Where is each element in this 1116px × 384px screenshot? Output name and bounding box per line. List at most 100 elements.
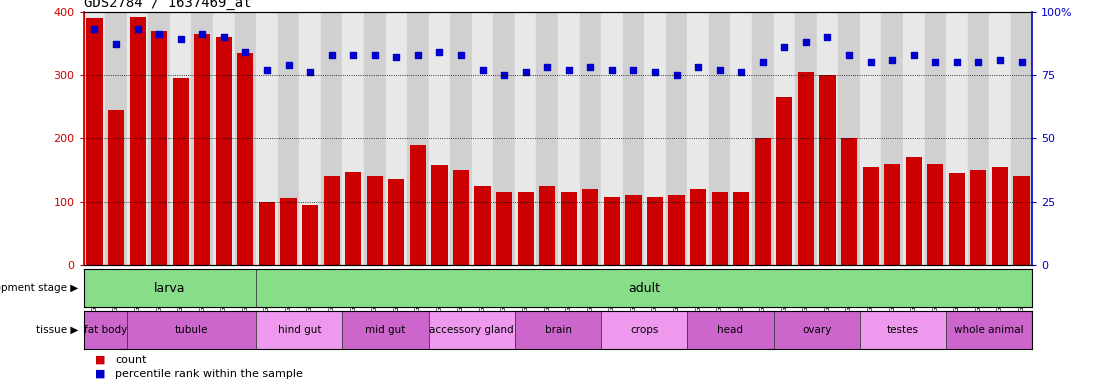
Bar [970, 170, 987, 265]
Bar [989, 12, 1011, 265]
Point [193, 31, 211, 37]
Bar [238, 53, 253, 265]
Text: testes: testes [887, 325, 918, 335]
Point [258, 67, 276, 73]
Point [408, 51, 426, 58]
Bar [194, 34, 210, 265]
Bar [213, 12, 234, 265]
Bar [148, 12, 170, 265]
Bar [838, 12, 859, 265]
Bar [687, 311, 773, 349]
Bar [623, 12, 644, 265]
Bar [280, 199, 297, 265]
Bar [429, 12, 450, 265]
Point [86, 26, 104, 32]
Text: adult: adult [628, 281, 661, 295]
Text: fat body: fat body [84, 325, 127, 335]
Point [732, 69, 750, 75]
Bar [518, 192, 533, 265]
Bar [841, 138, 857, 265]
Bar [257, 12, 278, 265]
Bar [777, 97, 792, 265]
Bar [752, 12, 773, 265]
Bar [215, 37, 232, 265]
Bar [539, 186, 556, 265]
Bar [859, 12, 882, 265]
Bar [906, 157, 922, 265]
Point [473, 67, 491, 73]
Bar [583, 189, 598, 265]
Bar [924, 12, 946, 265]
Bar [882, 12, 903, 265]
Bar [493, 12, 514, 265]
Bar [105, 12, 127, 265]
Bar [731, 12, 752, 265]
Point [754, 59, 772, 65]
Point [926, 59, 944, 65]
Point [496, 72, 513, 78]
Bar [86, 18, 103, 265]
Bar [170, 12, 192, 265]
Bar [367, 176, 383, 265]
Point [151, 31, 169, 37]
Bar [299, 12, 320, 265]
Point [107, 41, 125, 48]
Bar [514, 12, 537, 265]
Text: whole animal: whole animal [954, 325, 1024, 335]
Bar [859, 311, 946, 349]
Bar [949, 173, 965, 265]
Bar [343, 12, 364, 265]
Text: percentile rank within the sample: percentile rank within the sample [115, 369, 302, 379]
Bar [884, 164, 901, 265]
Bar [108, 110, 124, 265]
Bar [773, 311, 859, 349]
Text: tissue ▶: tissue ▶ [36, 325, 78, 335]
Point [776, 44, 793, 50]
Bar [259, 202, 275, 265]
Bar [773, 12, 795, 265]
Point [646, 69, 664, 75]
Text: mid gut: mid gut [365, 325, 406, 335]
Bar [968, 12, 989, 265]
Bar [84, 311, 127, 349]
Bar [345, 172, 362, 265]
Bar [472, 12, 493, 265]
Bar [668, 195, 684, 265]
Point [387, 54, 405, 60]
Text: ovary: ovary [802, 325, 831, 335]
Bar [127, 12, 148, 265]
Bar [302, 205, 318, 265]
Bar [1011, 12, 1032, 265]
Text: ■: ■ [95, 355, 109, 365]
Bar [429, 311, 514, 349]
Point [323, 51, 340, 58]
Bar [320, 12, 343, 265]
Bar [453, 170, 469, 265]
Bar [795, 12, 817, 265]
Point [840, 51, 858, 58]
Point [128, 26, 146, 32]
Point [690, 64, 708, 70]
Bar [234, 12, 257, 265]
Bar [602, 12, 623, 265]
Bar [278, 12, 299, 265]
Text: hind gut: hind gut [278, 325, 321, 335]
Text: development stage ▶: development stage ▶ [0, 283, 78, 293]
Point [301, 69, 319, 75]
Point [1012, 59, 1030, 65]
Text: crops: crops [631, 325, 658, 335]
Point [991, 56, 1009, 63]
Text: ■: ■ [95, 369, 109, 379]
Bar [647, 197, 663, 265]
Bar [257, 269, 1032, 307]
Bar [385, 12, 407, 265]
Bar [560, 192, 577, 265]
Bar [733, 192, 749, 265]
Bar [946, 12, 968, 265]
Bar [388, 179, 404, 265]
Bar [432, 165, 448, 265]
Bar [819, 75, 836, 265]
Point [517, 69, 535, 75]
Bar [450, 12, 472, 265]
Text: count: count [115, 355, 146, 365]
